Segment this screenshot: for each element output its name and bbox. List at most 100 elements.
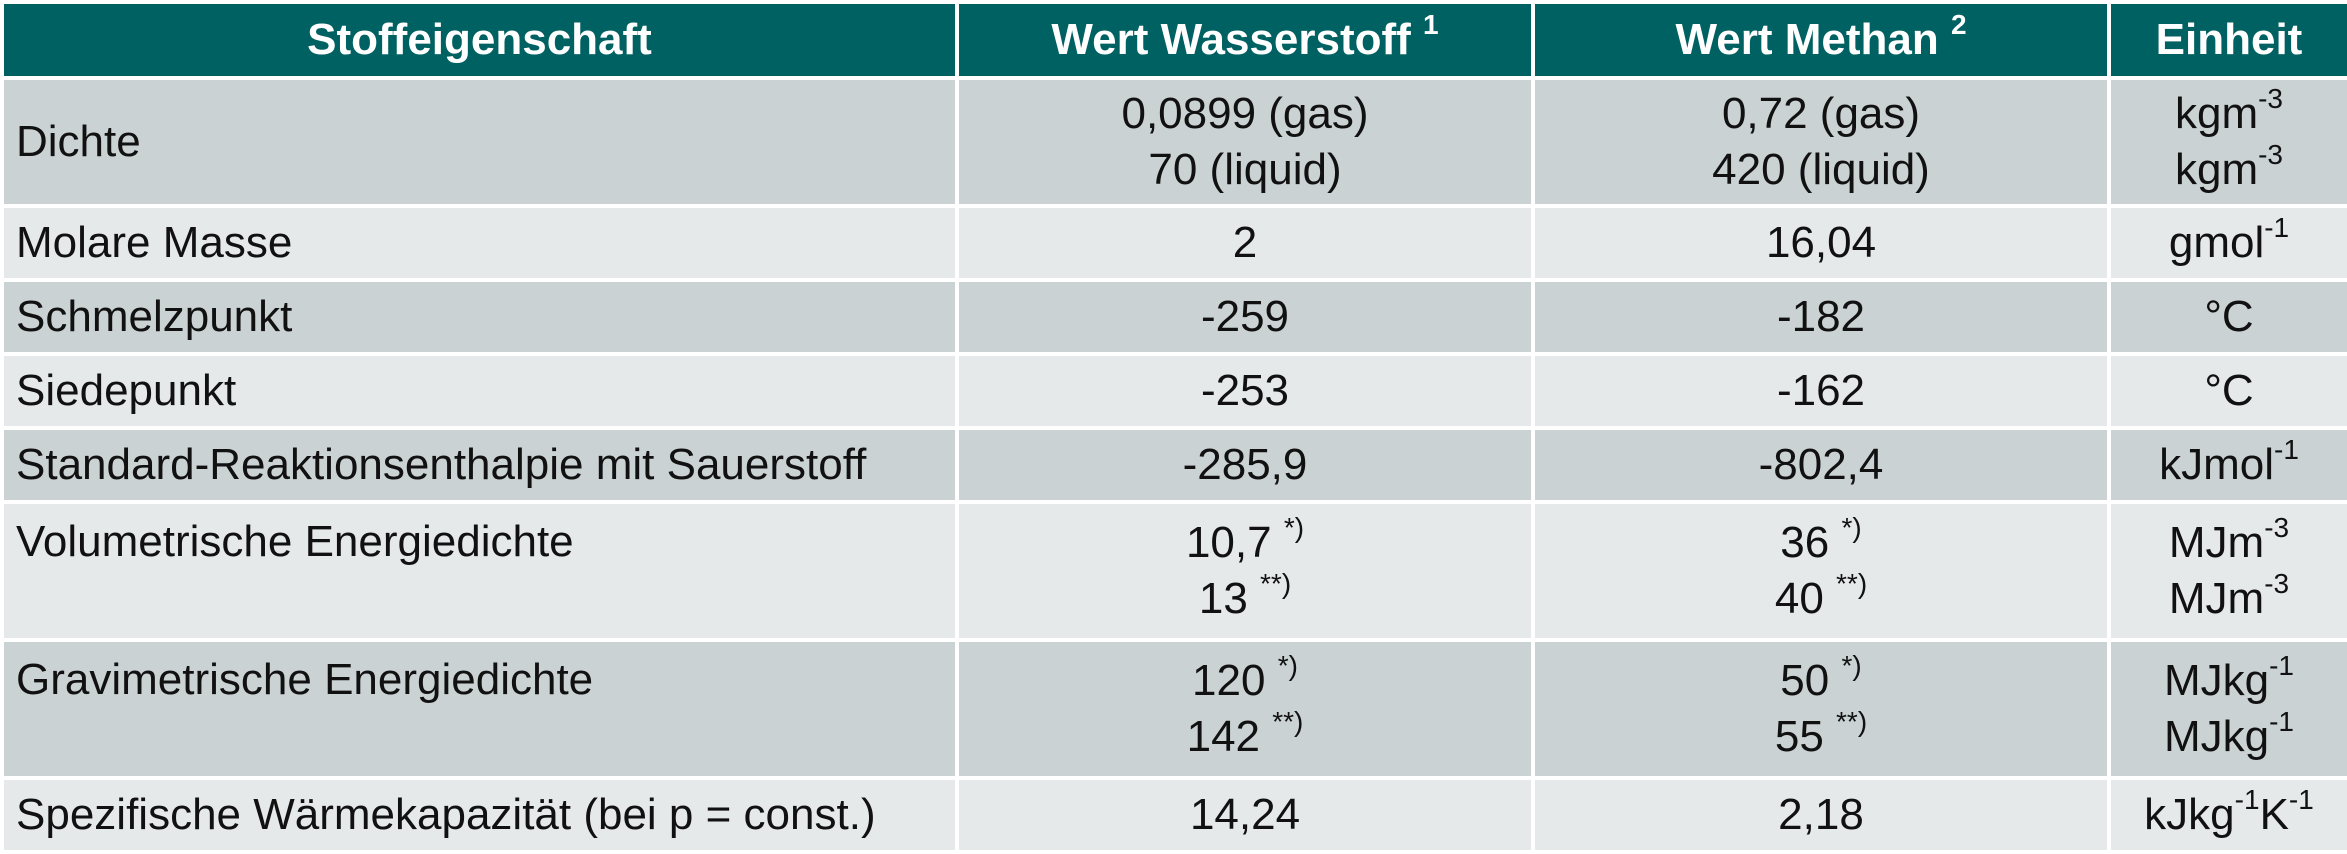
value-line: 40 **) — [1535, 568, 2107, 627]
unit-line: kgm-3 — [2111, 139, 2347, 198]
unit-line: MJm-3 — [2111, 512, 2347, 571]
footnote-marker: *) — [1283, 512, 1305, 544]
property-cell: Gravimetrische Energiedichte — [0, 638, 959, 780]
footnote-marker: **) — [1836, 568, 1868, 600]
unit-line: MJkg-1 — [2111, 706, 2347, 765]
methane-cell: -162 — [1531, 352, 2111, 430]
unit-base: MJm — [2168, 518, 2265, 567]
footnote-marker: **) — [1836, 706, 1868, 738]
footnote-marker: **) — [1272, 706, 1304, 738]
unit-base: MJm — [2168, 574, 2265, 623]
value-line: 0,72 (gas) — [1721, 89, 1921, 138]
property-cell: Spezifische Wärmekapazität (bei p = cons… — [0, 776, 959, 854]
unit-exponent: -1 — [2274, 434, 2299, 466]
methane-cell: 50 *) 55 **) — [1531, 638, 2111, 780]
value-line: 10,7 *) — [959, 512, 1531, 571]
property-cell: Volumetrische Energiedichte — [0, 500, 959, 642]
hydrogen-cell: -285,9 — [955, 426, 1535, 504]
hydrogen-cell: 2 — [955, 204, 1535, 282]
table-row: Schmelzpunkt -259 -182 °C — [0, 278, 2347, 356]
unit-base: kJmol — [2159, 440, 2274, 489]
unit-base: K — [2259, 790, 2289, 839]
unit-cell: °C — [2107, 278, 2347, 356]
unit-line: MJm-3 — [2111, 568, 2347, 627]
unit-base: MJkg — [2163, 712, 2270, 761]
property-cell: Standard-Reaktionsenthalpie mit Sauersto… — [0, 426, 959, 504]
value: 36 — [1780, 518, 1830, 567]
header-hydrogen-label: Wert Wasserstoff — [1051, 15, 1411, 64]
unit-base: kJkg — [2144, 790, 2235, 839]
unit-exponent: -3 — [2258, 83, 2284, 115]
value: 120 — [1192, 656, 1266, 705]
unit-exponent: -1 — [2269, 650, 2295, 682]
footnote-marker: **) — [1260, 568, 1292, 600]
value-line: 13 **) — [959, 568, 1531, 627]
hydrogen-cell: 120 *) 142 **) — [955, 638, 1535, 780]
unit-cell: gmol-1 — [2107, 204, 2347, 282]
value: 13 — [1198, 574, 1248, 623]
unit-cell: MJkg-1 MJkg-1 — [2107, 638, 2347, 780]
hydrogen-cell: -253 — [955, 352, 1535, 430]
unit-base: MJkg — [2163, 656, 2270, 705]
property-cell: Schmelzpunkt — [0, 278, 959, 356]
property-cell: Molare Masse — [0, 204, 959, 282]
value-line: 420 (liquid) — [1712, 145, 1930, 194]
value-line: 70 (liquid) — [1148, 145, 1342, 194]
value: 40 — [1774, 574, 1824, 623]
header-property: Stoffeigenschaft — [0, 0, 959, 80]
methane-cell: 36 *) 40 **) — [1531, 500, 2111, 642]
header-methane-label: Wert Methan — [1675, 15, 1939, 64]
table-row: Standard-Reaktionsenthalpie mit Sauersto… — [0, 426, 2347, 504]
table-row: Siedepunkt -253 -162 °C — [0, 352, 2347, 430]
value-line: 50 *) — [1535, 650, 2107, 709]
hydrogen-cell: 10,7 *) 13 **) — [955, 500, 1535, 642]
unit-base: kgm — [2174, 145, 2259, 194]
methane-cell: -802,4 — [1531, 426, 2111, 504]
unit-exponent: -1 — [2288, 784, 2314, 816]
unit-cell: kJmol-1 — [2107, 426, 2347, 504]
footnote-marker: *) — [1841, 650, 1862, 682]
unit-exponent: -3 — [2258, 139, 2284, 171]
unit-exponent: -3 — [2264, 568, 2290, 600]
header-methane: Wert Methan 2 — [1531, 0, 2111, 80]
hydrogen-cell: -259 — [955, 278, 1535, 356]
value: 10,7 — [1185, 518, 1272, 567]
hydrogen-cell: 14,24 — [955, 776, 1535, 854]
table-row: Gravimetrische Energiedichte 120 *) 142 … — [0, 638, 2347, 780]
header-hydrogen-note: 1 — [1423, 9, 1439, 41]
unit-base: kgm — [2174, 89, 2259, 138]
header-row: Stoffeigenschaft Wert Wasserstoff 1 Wert… — [0, 0, 2347, 80]
value-line: 36 *) — [1535, 512, 2107, 571]
value-line: 0,0899 (gas) — [1121, 89, 1369, 138]
unit-exponent: -1 — [2269, 706, 2295, 738]
unit-exponent: -1 — [2264, 212, 2290, 244]
hydrogen-cell: 0,0899 (gas) 70 (liquid) — [955, 76, 1535, 208]
unit-exponent: -1 — [2234, 784, 2260, 816]
methane-cell: 16,04 — [1531, 204, 2111, 282]
unit-base: gmol — [2168, 218, 2265, 267]
value: 142 — [1186, 712, 1261, 761]
unit-line: kgm-3 — [2111, 83, 2347, 142]
value-line: 55 **) — [1535, 706, 2107, 765]
table-row: Spezifische Wärmekapazität (bei p = cons… — [0, 776, 2347, 854]
header-hydrogen: Wert Wasserstoff 1 — [955, 0, 1535, 80]
unit-cell: kgm-3 kgm-3 — [2107, 76, 2347, 208]
table-row: Dichte 0,0899 (gas) 70 (liquid) 0,72 (ga… — [0, 76, 2347, 208]
unit-exponent: -3 — [2264, 512, 2290, 544]
unit-cell: °C — [2107, 352, 2347, 430]
value-line: 142 **) — [959, 706, 1531, 765]
methane-cell: -182 — [1531, 278, 2111, 356]
property-cell: Siedepunkt — [0, 352, 959, 430]
table-row: Volumetrische Energiedichte 10,7 *) 13 *… — [0, 500, 2347, 642]
header-methane-note: 2 — [1950, 9, 1967, 41]
table-row: Molare Masse 2 16,04 gmol-1 — [0, 204, 2347, 282]
unit-cell: MJm-3 MJm-3 — [2107, 500, 2347, 642]
methane-cell: 2,18 — [1531, 776, 2111, 854]
methane-cell: 0,72 (gas) 420 (liquid) — [1531, 76, 2111, 208]
footnote-marker: *) — [1841, 512, 1862, 544]
property-cell: Dichte — [0, 76, 959, 208]
value: 55 — [1774, 712, 1824, 761]
header-unit: Einheit — [2107, 0, 2347, 80]
value-line: 120 *) — [959, 652, 1531, 709]
